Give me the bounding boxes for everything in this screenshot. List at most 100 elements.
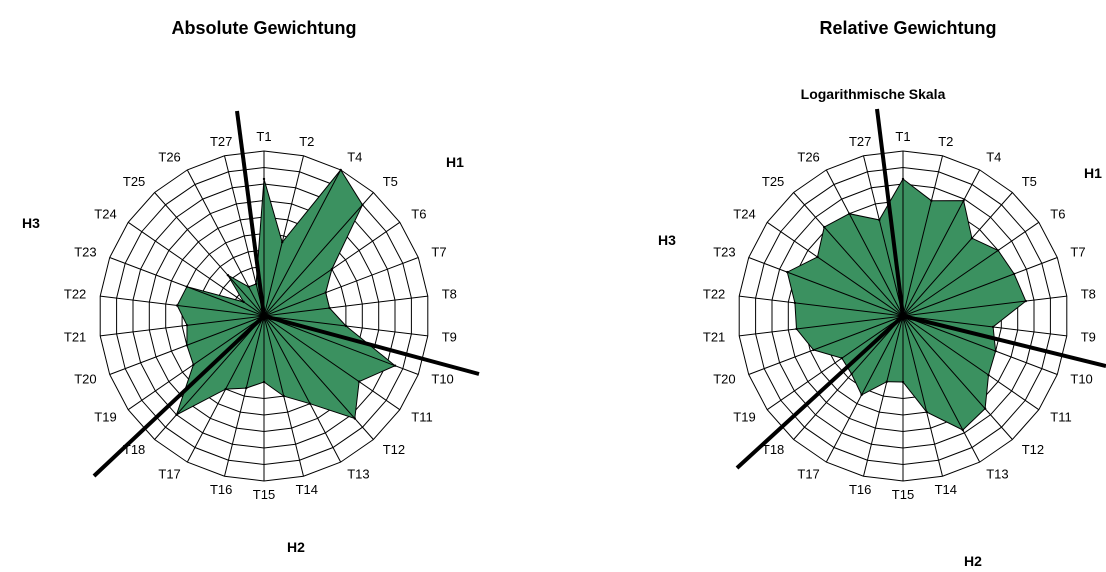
category-label-t24: T24	[94, 206, 116, 221]
category-label-t7: T7	[431, 245, 446, 260]
category-label-t21: T21	[703, 330, 725, 345]
data-point-t12	[353, 417, 356, 420]
data-point-t23	[786, 270, 789, 274]
category-label-t22: T22	[703, 286, 725, 301]
spoke	[263, 315, 401, 411]
category-label-t15: T15	[253, 487, 275, 502]
category-label-t20: T20	[74, 372, 96, 387]
category-label-t23: T23	[713, 245, 735, 260]
data-point-t27	[254, 282, 258, 286]
category-label-t17: T17	[158, 467, 180, 482]
spoke	[902, 169, 981, 317]
data-point-t8	[328, 306, 331, 310]
category-label-t4: T4	[347, 150, 362, 165]
spoke	[902, 315, 943, 477]
spoke	[186, 169, 265, 317]
data-point-t20	[812, 348, 815, 352]
category-label-t16: T16	[849, 482, 871, 497]
data-point-t9	[991, 325, 995, 329]
spoke	[263, 257, 419, 317]
category-label-t6: T6	[411, 206, 426, 221]
category-label-t4: T4	[986, 150, 1001, 165]
h-axis-line-1	[875, 108, 905, 317]
spoke	[263, 192, 374, 317]
category-label-t19: T19	[94, 410, 116, 425]
spoke	[739, 315, 904, 337]
category-label-t14: T14	[935, 482, 957, 497]
category-label-t14: T14	[296, 482, 318, 497]
category-label-t18: T18	[762, 442, 784, 457]
category-label-t24: T24	[733, 206, 755, 221]
spoke	[863, 315, 904, 477]
spoke	[902, 315, 1013, 440]
h-axis-line-3	[735, 314, 905, 470]
data-point-t16	[245, 386, 248, 390]
category-label-t16: T16	[210, 482, 232, 497]
category-label-t2: T2	[938, 134, 953, 149]
category-label-t17: T17	[797, 467, 819, 482]
category-label-t1: T1	[895, 129, 910, 144]
data-point-t2	[281, 241, 284, 244]
data-point-t18	[175, 413, 178, 416]
spoke	[263, 169, 342, 317]
spoke	[263, 315, 342, 463]
data-point-t4	[962, 199, 965, 202]
category-label-t7: T7	[1070, 245, 1085, 260]
data-point-t1	[901, 177, 905, 181]
category-label-t27: T27	[210, 134, 232, 149]
data-point-t14	[282, 394, 285, 398]
spoke	[766, 315, 904, 411]
data-point-t26	[848, 212, 851, 215]
spoke	[748, 257, 904, 317]
category-label-t13: T13	[347, 467, 369, 482]
spoke	[902, 155, 943, 317]
data-point-t15	[262, 380, 266, 384]
category-label-t5: T5	[1022, 174, 1037, 189]
h-axis-line-1	[235, 110, 266, 317]
chart-subtitle-relative: Logarithmische Skala	[801, 86, 946, 102]
category-label-t8: T8	[442, 286, 457, 301]
data-point-t13	[308, 402, 312, 405]
spoke	[224, 155, 265, 317]
data-point-t21	[795, 327, 798, 331]
category-label-t21: T21	[64, 330, 86, 345]
data-point-t2	[930, 199, 933, 202]
category-label-t25: T25	[762, 174, 784, 189]
data-point-t11	[987, 373, 990, 377]
spoke	[127, 315, 265, 411]
spoke	[902, 257, 1058, 317]
data-point-t19	[840, 357, 844, 360]
category-label-t10: T10	[1070, 372, 1092, 387]
data-point-t27	[878, 218, 881, 222]
spoke	[224, 315, 265, 477]
data-point-t7	[324, 291, 327, 294]
spoke	[739, 295, 904, 317]
spoke	[748, 315, 904, 375]
data-point-t6	[330, 267, 334, 271]
category-label-t20: T20	[713, 372, 735, 387]
spoke	[793, 315, 904, 440]
category-label-t2: T2	[299, 134, 314, 149]
spoke	[263, 315, 419, 375]
category-label-t10: T10	[431, 372, 453, 387]
data-point-t25	[823, 225, 826, 229]
data-point-t7	[1012, 272, 1016, 276]
data-point-t10	[994, 349, 997, 353]
data-point-t20	[185, 344, 189, 347]
spoke	[766, 221, 904, 317]
axis-label-h2-relative: H2	[964, 553, 982, 569]
data-point-t19	[192, 363, 195, 366]
category-label-t15: T15	[892, 487, 914, 502]
h-axis-line-2	[263, 314, 480, 376]
radar-chart-relative: T1 T2 T4 T5 T6 T7 T8 T9 T10 T11 T12 T13 T14 T15 T16 T17…	[703, 108, 1106, 502]
data-point-t17	[224, 387, 227, 391]
spoke	[902, 315, 1040, 411]
data-point-t11	[357, 380, 361, 383]
h-axis-line-2	[902, 314, 1106, 368]
category-label-t19: T19	[733, 410, 755, 425]
category-label-t12: T12	[1022, 442, 1044, 457]
spoke	[902, 315, 981, 463]
category-label-t12: T12	[383, 442, 405, 457]
data-point-t12	[983, 407, 987, 410]
